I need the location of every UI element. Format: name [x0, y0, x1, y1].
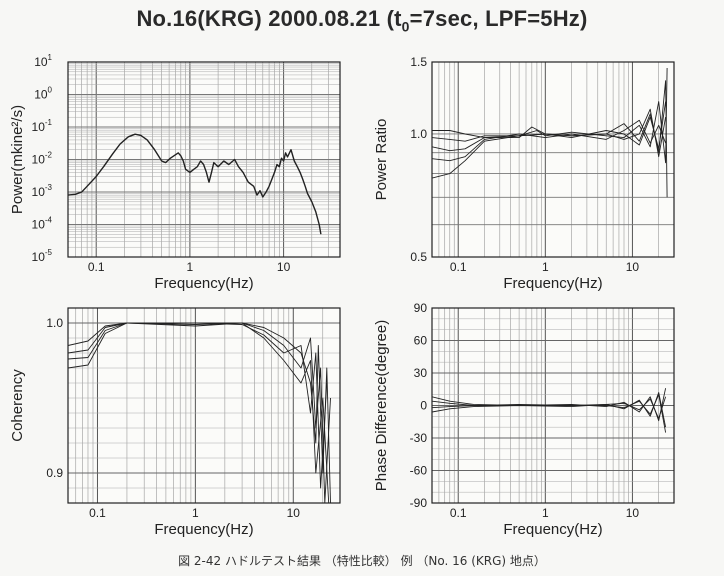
figure-caption: 図 2-42 ハドルテスト結果 （特性比較） 例 （No. 16 (KRG) 地…: [178, 554, 546, 568]
power-y-tick-label: 10-2: [32, 151, 53, 167]
power-series-line-0: [68, 133, 322, 235]
coherency-series-line-2: [68, 322, 328, 489]
phase-series-line-2: [432, 394, 667, 433]
phase-x-tick-label: 1: [542, 506, 549, 520]
coherency-y-tick-label: 1.0: [46, 316, 63, 330]
power-series-group: [68, 133, 322, 235]
ratio-x-tick-label: 0.1: [450, 260, 467, 274]
phase-chart: 0.1 1 10 -90 -60 -30 0 30 60 90 Frequency(Hz) Phase…: [373, 301, 675, 538]
phase-y-tick-label: 90: [414, 301, 428, 315]
power-y-tick-label: 10-1: [32, 118, 53, 134]
ratio-x-axis-label: Frequency(Hz): [503, 275, 602, 292]
coherency-series-line-0: [68, 322, 331, 503]
ratio-frame: [431, 61, 675, 258]
phase-x-tick-label: 0.1: [450, 506, 467, 520]
power-x-tick-label: 10: [277, 260, 291, 274]
power-x-tick-label: 0.1: [88, 260, 105, 274]
coherency-chart: 0.1 1 10 0.9 1.0 Frequency(Hz) Coherency: [9, 307, 341, 538]
coherency-y-axis-label: Coherency: [9, 369, 26, 442]
ratio-y-axis-label: Power Ratio: [373, 119, 390, 201]
phase-frame: [431, 307, 675, 504]
ratio-series-line-2: [432, 101, 667, 152]
ratio-series-line-1: [432, 67, 668, 164]
power-y-tick-label: 100: [34, 86, 52, 102]
phase-series-line-3: [432, 396, 667, 419]
power-y-tick-label: 101: [34, 53, 52, 69]
power-x-axis-label: Frequency(Hz): [154, 275, 253, 292]
phase-series-group: [432, 388, 667, 433]
ratio-series-group: [432, 67, 668, 198]
coherency-series-line-3: [68, 322, 330, 503]
phase-y-tick-label: 0: [420, 399, 427, 413]
ratio-chart: 0.1 1 10 0.5 1.0 1.5 Frequency(Hz) Power Ratio: [373, 55, 675, 292]
phase-y-tick-label: 60: [414, 334, 428, 348]
coherency-x-axis-label: Frequency(Hz): [154, 521, 253, 538]
phase-y-tick-label: 30: [414, 366, 428, 380]
power-y-tick-label: 10-5: [32, 248, 53, 264]
power-chart: 0.1 1 10 10-5 10-4 10-3 10-2 10-1 100 101 Frequenc…: [9, 53, 341, 292]
phase-y-tick-label: -60: [410, 464, 428, 478]
phase-x-axis-label: Frequency(Hz): [503, 521, 602, 538]
ratio-series-line-4: [432, 108, 667, 179]
coherency-x-tick-label: 0.1: [89, 506, 106, 520]
coherency-plot-area: [68, 308, 340, 503]
coherency-series-group: [68, 322, 331, 503]
ratio-y-tick-label: 1.5: [410, 55, 427, 69]
power-x-tick-label: 1: [187, 260, 194, 274]
coherency-frame: [67, 307, 341, 504]
phase-y-tick-label: -30: [410, 431, 428, 445]
phase-y-axis-label: Phase Difference(degree): [373, 320, 390, 492]
title-suffix: =7sec, LPF=5Hz): [409, 6, 588, 31]
coherency-y-tick-label: 0.9: [46, 466, 63, 480]
ratio-y-tick-label: 1.0: [410, 127, 427, 141]
ratio-x-tick-label: 1: [542, 260, 549, 274]
coherency-x-tick-label: 1: [192, 506, 199, 520]
title-text: No.16(KRG) 2000.08.21 (t: [136, 6, 402, 31]
coherency-series-line-1: [68, 322, 331, 503]
coherency-x-tick-label: 10: [287, 506, 301, 520]
power-y-tick-label: 10-3: [32, 183, 53, 199]
figure-title: No.16(KRG) 2000.08.21 (t0=7sec, LPF=5Hz): [0, 6, 724, 34]
ratio-plot-area: [432, 62, 674, 257]
phase-y-tick-label: -90: [410, 496, 428, 510]
power-y-tick-label: 10-4: [32, 216, 53, 232]
ratio-series-line-3: [432, 119, 667, 162]
power-frame: [67, 61, 341, 258]
power-y-axis-label: Power(mkine²/s): [9, 105, 26, 214]
phase-x-tick-label: 10: [626, 506, 640, 520]
title-subscript: 0: [401, 18, 410, 35]
ratio-y-tick-label: 0.5: [410, 250, 427, 264]
ratio-x-tick-label: 10: [626, 260, 640, 274]
